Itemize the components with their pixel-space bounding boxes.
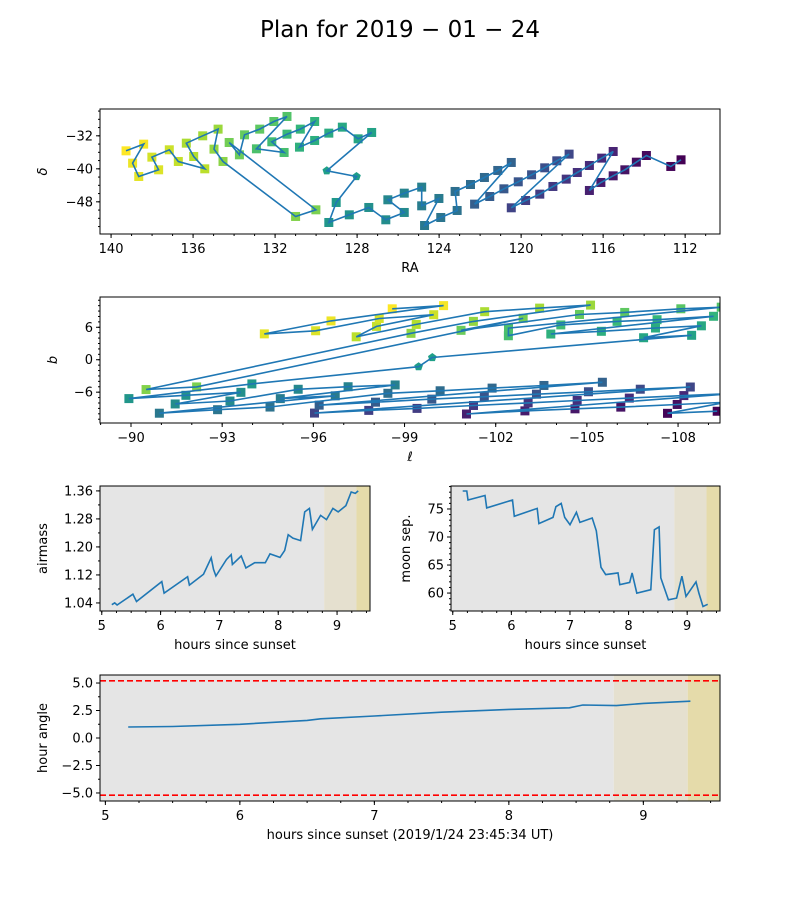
y-tick-label: −48 bbox=[66, 195, 93, 210]
x-tick-label: −96 bbox=[300, 431, 327, 446]
square-point bbox=[330, 391, 340, 401]
shaded-region-1 bbox=[324, 486, 357, 611]
square-point bbox=[154, 408, 164, 418]
x-tick-label: 120 bbox=[509, 242, 534, 257]
plot-area bbox=[121, 111, 686, 231]
series-line bbox=[462, 490, 709, 608]
square-point bbox=[729, 389, 738, 398]
y-tick-label: 70 bbox=[427, 531, 444, 546]
x-tick-label: 7 bbox=[370, 809, 378, 824]
x-tick-label: 7 bbox=[215, 619, 223, 634]
x-tick-label: 136 bbox=[181, 242, 206, 257]
x-tick-label: −105 bbox=[569, 431, 605, 446]
y-axis-label: moon sep. bbox=[399, 514, 414, 582]
y-axis-label: δ bbox=[36, 167, 51, 175]
x-tick-label: 5 bbox=[449, 619, 457, 634]
y-tick-label: −6 bbox=[74, 386, 93, 401]
y-tick-label: 6 bbox=[85, 321, 93, 336]
x-tick-label: 8 bbox=[624, 619, 632, 634]
x-tick-label: −93 bbox=[208, 431, 235, 446]
pointing-path-line bbox=[125, 115, 682, 228]
y-tick-label: 0.0 bbox=[72, 732, 93, 747]
y-tick-label: −5.0 bbox=[61, 786, 93, 801]
shaded-region-2 bbox=[356, 486, 370, 611]
y-tick-label: 1.04 bbox=[64, 596, 93, 611]
subplot-2: −90 −93 −96 −99 −102 −105 −108 6 0 −6 ℓ b bbox=[46, 296, 738, 465]
y-tick-label: −2.5 bbox=[61, 759, 93, 774]
y-tick-label: 1.36 bbox=[64, 484, 93, 499]
shaded-region-0 bbox=[100, 486, 325, 611]
y-tick-label: 75 bbox=[427, 502, 444, 517]
pointing-path-line bbox=[128, 304, 720, 415]
x-axis-label: hours since sunset (2019/1/24 23:45:34 U… bbox=[267, 828, 554, 843]
y-tick-label: −32 bbox=[66, 129, 93, 144]
shaded-region-0 bbox=[100, 675, 614, 801]
x-axis-label: hours since sunset bbox=[174, 638, 296, 653]
x-tick-label: −90 bbox=[117, 431, 144, 446]
y-tick-label: 2.5 bbox=[72, 704, 93, 719]
square-point bbox=[685, 382, 695, 392]
square-point bbox=[314, 400, 324, 410]
plot-area bbox=[128, 700, 691, 728]
x-tick-label: 8 bbox=[274, 619, 282, 634]
y-axis-label: airmass bbox=[36, 523, 51, 574]
x-tick-label: −99 bbox=[391, 431, 418, 446]
x-tick-label: −102 bbox=[478, 431, 514, 446]
series-line bbox=[128, 700, 691, 728]
square-point bbox=[461, 409, 471, 419]
x-tick-label: 132 bbox=[263, 242, 288, 257]
x-tick-label: 6 bbox=[507, 619, 515, 634]
series-line bbox=[111, 490, 359, 607]
subplot-5: 5 6 7 8 9 5.0 2.5 0.0 −2.5 −5.0 hours since sunset… bbox=[36, 674, 721, 843]
y-axis-label: hour angle bbox=[36, 703, 51, 773]
y-tick-label: 1.12 bbox=[64, 568, 93, 583]
axes-frame bbox=[99, 485, 371, 612]
subplot-3: 5 6 7 8 9 1.04 1.12 1.20 1.28 1.36 hours since sun… bbox=[36, 484, 371, 653]
shaded-region-2 bbox=[687, 675, 720, 801]
plot-area bbox=[124, 300, 738, 419]
x-tick-label: 9 bbox=[333, 619, 341, 634]
shaded-region-2 bbox=[706, 486, 720, 611]
x-tick-label: 5 bbox=[101, 809, 109, 824]
x-tick-label: −108 bbox=[660, 431, 696, 446]
axes-frame bbox=[99, 108, 721, 235]
x-tick-label: 128 bbox=[345, 242, 370, 257]
square-point bbox=[687, 330, 697, 340]
subplot-1: 140 136 132 128 124 120 116 112 −32 −40 −48 RA δ bbox=[36, 108, 721, 276]
x-tick-label: 9 bbox=[683, 619, 691, 634]
x-axis-label: ℓ bbox=[406, 450, 412, 465]
x-tick-label: 5 bbox=[98, 619, 106, 634]
y-tick-label: 65 bbox=[427, 559, 444, 574]
x-tick-label: 116 bbox=[591, 242, 616, 257]
y-tick-label: −40 bbox=[66, 162, 93, 177]
x-tick-label: 124 bbox=[427, 242, 452, 257]
shaded-region-1 bbox=[613, 675, 688, 801]
subplot-4: 5 6 7 8 9 60 65 70 75 hours since sunset moon sep. bbox=[399, 485, 721, 653]
plot-area bbox=[462, 490, 709, 608]
x-tick-label: 7 bbox=[566, 619, 574, 634]
x-axis-label: RA bbox=[401, 261, 419, 276]
y-tick-label: 1.20 bbox=[64, 540, 93, 555]
x-tick-label: 140 bbox=[99, 242, 124, 257]
figure-title: Plan for 2019 − 01 − 24 bbox=[260, 17, 540, 43]
y-tick-label: 60 bbox=[427, 587, 444, 602]
shaded-region-1 bbox=[674, 486, 707, 611]
y-tick-label: 5.0 bbox=[72, 677, 93, 692]
x-tick-label: 6 bbox=[236, 809, 244, 824]
square-point bbox=[676, 155, 686, 165]
x-axis-label: hours since sunset bbox=[525, 638, 647, 653]
plot-area bbox=[111, 490, 359, 607]
x-tick-label: 8 bbox=[505, 809, 513, 824]
x-tick-label: 6 bbox=[156, 619, 164, 634]
square-point bbox=[722, 398, 731, 407]
x-tick-label: 112 bbox=[673, 242, 698, 257]
x-tick-label: 9 bbox=[639, 809, 647, 824]
y-tick-label: 1.28 bbox=[64, 512, 93, 527]
y-tick-label: 0 bbox=[85, 353, 93, 368]
y-axis-label: b bbox=[46, 356, 61, 364]
